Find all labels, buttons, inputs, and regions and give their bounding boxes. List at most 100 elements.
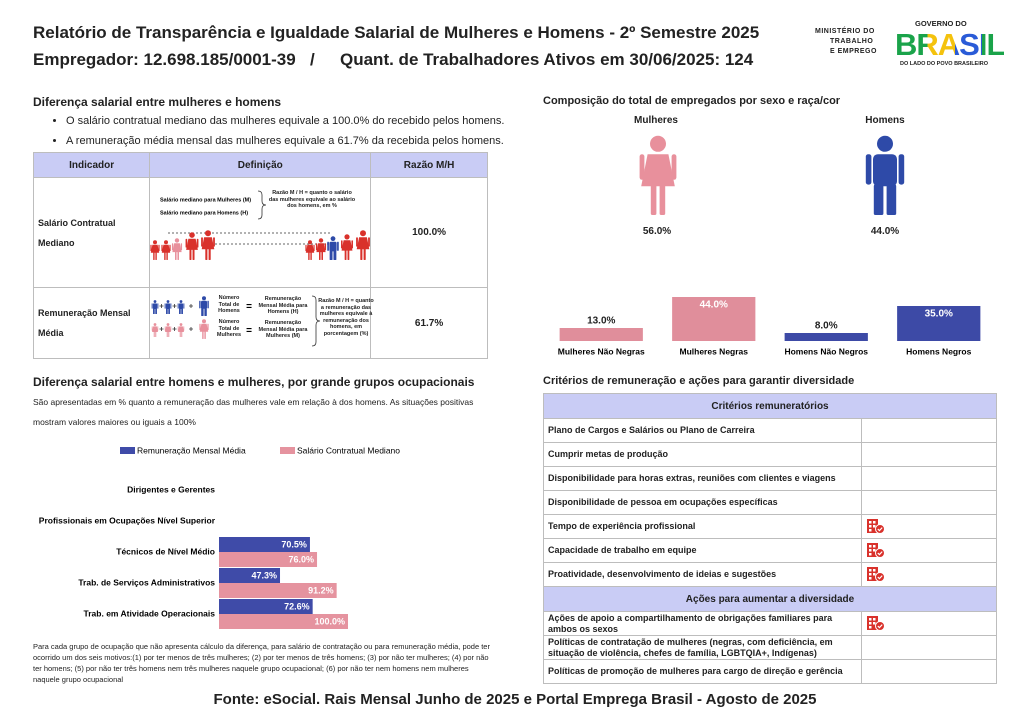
icon-window <box>869 573 872 576</box>
workers: Quant. de Trabalhadores Ativos em 30/06/… <box>340 50 754 69</box>
legend-label: Remuneração Mensal Média <box>137 445 246 455</box>
section-header: Critérios remuneratórios <box>543 393 997 419</box>
icon-window <box>869 618 872 621</box>
criteria-label: Plano de Cargos e Salários ou Plano de C… <box>543 418 862 443</box>
ratio: 100.0% <box>370 177 488 288</box>
criteria-mark <box>861 442 997 467</box>
criteria-mark <box>861 538 997 563</box>
definition <box>149 177 372 288</box>
person-head <box>650 135 666 152</box>
ministry-logo: MINISTÉRIO DO <box>815 28 875 35</box>
criteria-mark <box>861 418 997 443</box>
bar <box>672 297 756 341</box>
report-title: Relatório de Transparência e Igualdade S… <box>33 23 760 42</box>
separator: / <box>310 50 315 69</box>
person-arm <box>865 154 872 185</box>
person-icon <box>865 135 905 215</box>
bar <box>897 306 981 341</box>
legend-swatch <box>120 447 135 454</box>
ministry-logo: TRABALHO <box>830 38 874 45</box>
person-arm <box>639 154 645 180</box>
category-label: Dirigentes e Gerentes <box>127 484 215 494</box>
value-label: 13.0% <box>587 316 615 327</box>
value-label: 72.6% <box>284 601 310 611</box>
source: Fonte: eSocial. Rais Mensal Junho de 202… <box>213 691 817 708</box>
icon-check <box>877 624 883 629</box>
indicator: Salário Contratual Mediano <box>32 177 151 288</box>
chart-subtitle: São apresentadas em % quanto a remuneraç… <box>33 397 474 427</box>
criteria-row: Capacidade de trabalho em equipe <box>543 538 997 563</box>
criteria-icon <box>867 519 885 535</box>
category-label: Técnicos de Nível Médio <box>116 546 215 556</box>
criteria-label: Proatividade, desenvolvimento de ideias … <box>543 562 862 587</box>
value-label: 91.2% <box>308 585 334 595</box>
bullet: O salário contratual mediano das mulhere… <box>66 111 504 131</box>
logo-slogan: DO LADO DO POVO BRASILEIRO <box>900 61 989 67</box>
category-label: Profissionais em Ocupações Nível Superio… <box>39 515 216 525</box>
criteria-label: Tempo de experiência profissional <box>543 514 862 539</box>
person-arm <box>671 154 677 180</box>
icon-window <box>873 569 876 572</box>
icon-building <box>867 519 878 534</box>
person-icon <box>639 135 677 215</box>
criteria-label: Políticas de contratação de mulheres (ne… <box>543 635 862 660</box>
category-label: Homens Negros <box>906 346 971 356</box>
criteria-row: Disponibilidade para horas extras, reuni… <box>543 466 997 491</box>
value-label: 47.3% <box>251 570 277 580</box>
criteria-row: Plano de Cargos e Salários ou Plano de C… <box>543 418 997 443</box>
icon-window <box>869 549 872 552</box>
icon-building <box>867 616 878 631</box>
icon-window <box>873 545 876 548</box>
table-row: Remuneração Mensal Média 61.7% <box>32 287 488 359</box>
criteria-row: Políticas de promoção de mulheres para c… <box>543 659 997 684</box>
section-title: Composição do total de empregados por se… <box>543 95 841 107</box>
person-arm <box>898 154 905 185</box>
bar <box>219 568 281 583</box>
men-label: Homens <box>865 115 905 126</box>
criteria-row: Proatividade, desenvolvimento de ideias … <box>543 562 997 587</box>
chart-note: Para cada grupo de ocupação que não apre… <box>33 642 490 684</box>
criteria-row: Políticas de contratação de mulheres (ne… <box>543 635 997 660</box>
category-label: Homens Não Negros <box>784 346 868 356</box>
section-title: Critérios de remuneração e ações para ga… <box>543 375 855 387</box>
legend-swatch <box>280 447 295 454</box>
column-header: Definição <box>149 152 372 178</box>
value-label: 35.0% <box>925 309 953 320</box>
criteria-label: Ações de apoio a compartilhamento de obr… <box>543 611 862 636</box>
criteria-row: Cumprir metas de produção <box>543 442 997 467</box>
ministry-logo: E EMPREGO <box>830 48 877 55</box>
icon-window <box>873 521 876 524</box>
person-body <box>873 154 897 187</box>
bullet-list: O salário contratual mediano das mulhere… <box>48 111 504 151</box>
person-body <box>641 154 675 187</box>
person-leg <box>650 184 657 215</box>
employer: Empregador: 12.698.185/0001-39 <box>33 50 296 69</box>
ratio: 61.7% <box>370 287 488 359</box>
bar <box>219 552 318 567</box>
women-label: Mulheres <box>634 115 678 126</box>
person-leg <box>659 184 666 215</box>
icon-window <box>869 529 872 532</box>
criteria-label: Políticas de promoção de mulheres para c… <box>543 659 862 684</box>
value-label: 44.0% <box>700 300 728 311</box>
brasil-logo: BRASIL <box>895 27 1005 62</box>
criteria-label: Cumprir metas de produção <box>543 442 862 467</box>
icon-window <box>869 545 872 548</box>
criteria-mark <box>861 611 997 636</box>
icon-window <box>869 525 872 528</box>
icon-window <box>873 618 876 621</box>
icon-window <box>873 622 876 625</box>
header-row: Indicador Definição Razão M/H <box>32 152 488 178</box>
criteria-mark <box>861 562 997 587</box>
icon-building <box>867 543 878 558</box>
bar <box>784 333 868 341</box>
icon-building <box>867 567 878 582</box>
table-row: Salário Contratual Mediano 100.0% <box>32 177 488 288</box>
indicator: Remuneração Mensal Média <box>32 287 151 359</box>
bar <box>559 328 643 341</box>
value-label: 76.0% <box>289 554 315 564</box>
criteria-label: Capacidade de trabalho em equipe <box>543 538 862 563</box>
criteria-icon <box>867 543 885 559</box>
icon-window <box>869 553 872 556</box>
